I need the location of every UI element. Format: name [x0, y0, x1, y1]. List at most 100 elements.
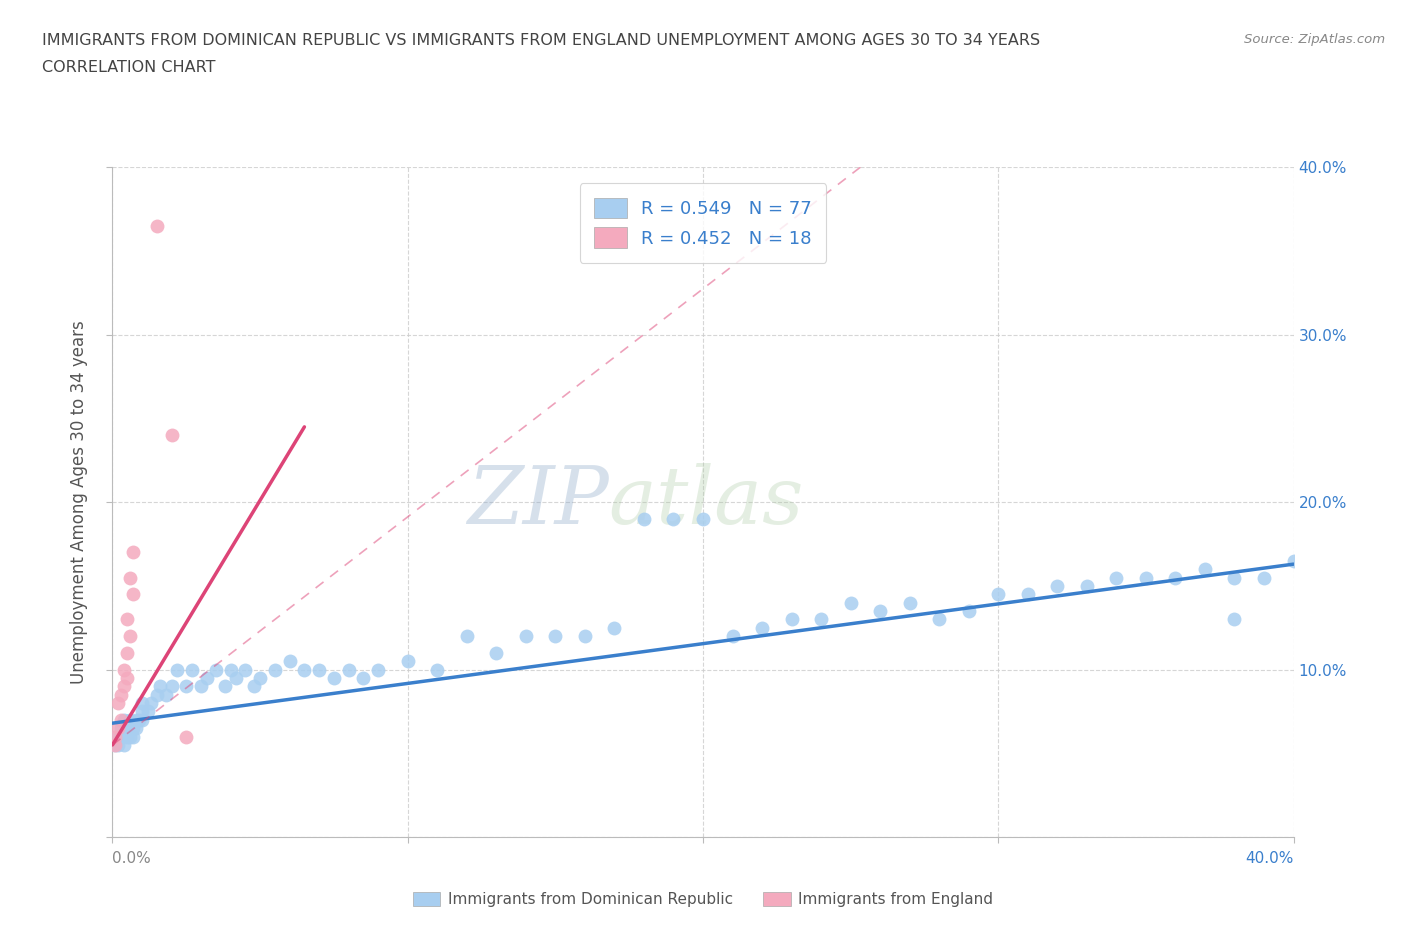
- Point: [128, 712, 150, 727]
- Point: [174, 729, 197, 744]
- Point: [205, 662, 228, 677]
- Point: [1223, 612, 1246, 627]
- Point: [160, 428, 183, 443]
- Point: [149, 679, 172, 694]
- Point: [292, 662, 315, 677]
- Point: [574, 629, 596, 644]
- Point: [120, 712, 142, 727]
- Point: [485, 645, 508, 660]
- Point: [456, 629, 478, 644]
- Point: [264, 662, 287, 677]
- Text: 40.0%: 40.0%: [1246, 851, 1294, 866]
- Point: [131, 712, 153, 727]
- Point: [396, 654, 419, 669]
- Point: [308, 662, 330, 677]
- Point: [633, 512, 655, 526]
- Point: [125, 712, 148, 727]
- Point: [1282, 553, 1305, 568]
- Point: [233, 662, 256, 677]
- Point: [751, 620, 773, 635]
- Point: [721, 629, 744, 644]
- Point: [112, 662, 135, 677]
- Point: [122, 721, 145, 736]
- Legend: Immigrants from Dominican Republic, Immigrants from England: Immigrants from Dominican Republic, Immi…: [406, 885, 1000, 913]
- Point: [160, 679, 183, 694]
- Point: [839, 595, 862, 610]
- Point: [117, 612, 138, 627]
- Point: [1164, 570, 1187, 585]
- Point: [195, 671, 218, 685]
- Point: [898, 595, 921, 610]
- Point: [139, 696, 162, 711]
- Point: [426, 662, 449, 677]
- Point: [780, 612, 803, 627]
- Point: [122, 545, 145, 560]
- Point: [131, 704, 153, 719]
- Point: [1223, 570, 1246, 585]
- Text: atlas: atlas: [609, 463, 804, 541]
- Point: [249, 671, 271, 685]
- Point: [117, 721, 138, 736]
- Point: [110, 721, 132, 736]
- Point: [190, 679, 212, 694]
- Point: [367, 662, 389, 677]
- Point: [112, 679, 135, 694]
- Point: [987, 587, 1010, 602]
- Point: [112, 737, 135, 752]
- Point: [225, 671, 247, 685]
- Point: [136, 704, 159, 719]
- Point: [122, 729, 145, 744]
- Point: [122, 587, 145, 602]
- Point: [104, 737, 127, 752]
- Point: [125, 721, 148, 736]
- Point: [243, 679, 266, 694]
- Point: [155, 687, 177, 702]
- Point: [1105, 570, 1128, 585]
- Point: [117, 645, 138, 660]
- Point: [1046, 578, 1069, 593]
- Point: [1253, 570, 1275, 585]
- Point: [104, 729, 127, 744]
- Y-axis label: Unemployment Among Ages 30 to 34 years: Unemployment Among Ages 30 to 34 years: [70, 320, 89, 684]
- Point: [110, 712, 132, 727]
- Point: [110, 729, 132, 744]
- Point: [146, 219, 169, 233]
- Point: [957, 604, 980, 618]
- Point: [869, 604, 891, 618]
- Point: [112, 712, 135, 727]
- Point: [323, 671, 346, 685]
- Point: [219, 662, 242, 677]
- Point: [544, 629, 567, 644]
- Point: [174, 679, 197, 694]
- Point: [214, 679, 236, 694]
- Point: [337, 662, 360, 677]
- Point: [107, 737, 129, 752]
- Text: 0.0%: 0.0%: [112, 851, 152, 866]
- Point: [166, 662, 188, 677]
- Point: [110, 687, 132, 702]
- Point: [1017, 587, 1039, 602]
- Point: [1076, 578, 1098, 593]
- Point: [810, 612, 832, 627]
- Point: [104, 737, 127, 752]
- Point: [352, 671, 374, 685]
- Point: [117, 671, 138, 685]
- Point: [120, 729, 142, 744]
- Point: [928, 612, 950, 627]
- Point: [278, 654, 301, 669]
- Point: [515, 629, 537, 644]
- Text: IMMIGRANTS FROM DOMINICAN REPUBLIC VS IMMIGRANTS FROM ENGLAND UNEMPLOYMENT AMONG: IMMIGRANTS FROM DOMINICAN REPUBLIC VS IM…: [42, 33, 1040, 47]
- Point: [181, 662, 204, 677]
- Text: CORRELATION CHART: CORRELATION CHART: [42, 60, 215, 75]
- Point: [107, 721, 129, 736]
- Point: [1194, 562, 1216, 577]
- Text: Source: ZipAtlas.com: Source: ZipAtlas.com: [1244, 33, 1385, 46]
- Point: [1135, 570, 1157, 585]
- Point: [662, 512, 685, 526]
- Legend: R = 0.549   N = 77, R = 0.452   N = 18: R = 0.549 N = 77, R = 0.452 N = 18: [579, 183, 827, 263]
- Point: [120, 629, 142, 644]
- Point: [120, 570, 142, 585]
- Point: [117, 729, 138, 744]
- Point: [146, 687, 169, 702]
- Text: ZIP: ZIP: [467, 463, 609, 541]
